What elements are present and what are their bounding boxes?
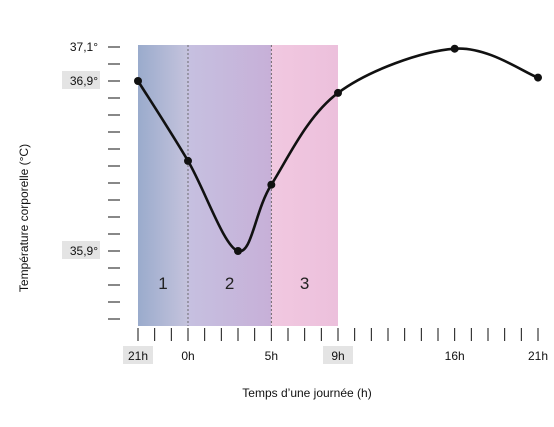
zone-label-3: 3 <box>300 274 309 293</box>
zone-label-1: 1 <box>158 274 167 293</box>
zones-layer <box>138 45 338 326</box>
data-point <box>267 180 276 189</box>
x-axis-title: Temps d’une journée (h) <box>242 386 371 400</box>
x-tick-label: 0h <box>181 349 194 363</box>
y-tick-label-bg <box>62 241 100 259</box>
zone-labels-layer: 1 2 3 <box>158 274 309 293</box>
zone-band-2 <box>188 45 272 326</box>
x-tick-label: 21h <box>528 349 548 363</box>
x-tick-label: 9h <box>331 349 344 363</box>
y-tick-label-bg <box>62 71 100 89</box>
x-tick-label: 16h <box>445 349 465 363</box>
x-tick-label: 5h <box>265 349 278 363</box>
axis-layer: 37,1° 36,9° 35,9° 21h 0h 5h 9h 16h 21h <box>62 40 548 364</box>
data-point <box>534 73 542 82</box>
x-tick-label: 21h <box>128 349 148 363</box>
data-point <box>234 247 242 255</box>
zone-label-2: 2 <box>225 274 234 293</box>
data-point <box>184 156 192 165</box>
y-tick-label: 37,1° <box>70 40 98 54</box>
x-tick-label-bg <box>123 346 153 364</box>
zone-band-3 <box>271 45 338 326</box>
x-tick-label-bg <box>323 346 353 364</box>
data-point <box>450 44 459 53</box>
y-axis-title: Température corporelle (°C) <box>17 144 31 292</box>
points-layer <box>134 44 542 255</box>
y-tick-label: 35,9° <box>70 244 98 258</box>
data-point <box>334 88 342 97</box>
y-tick-label: 36,9° <box>70 74 98 88</box>
data-point <box>134 77 142 85</box>
